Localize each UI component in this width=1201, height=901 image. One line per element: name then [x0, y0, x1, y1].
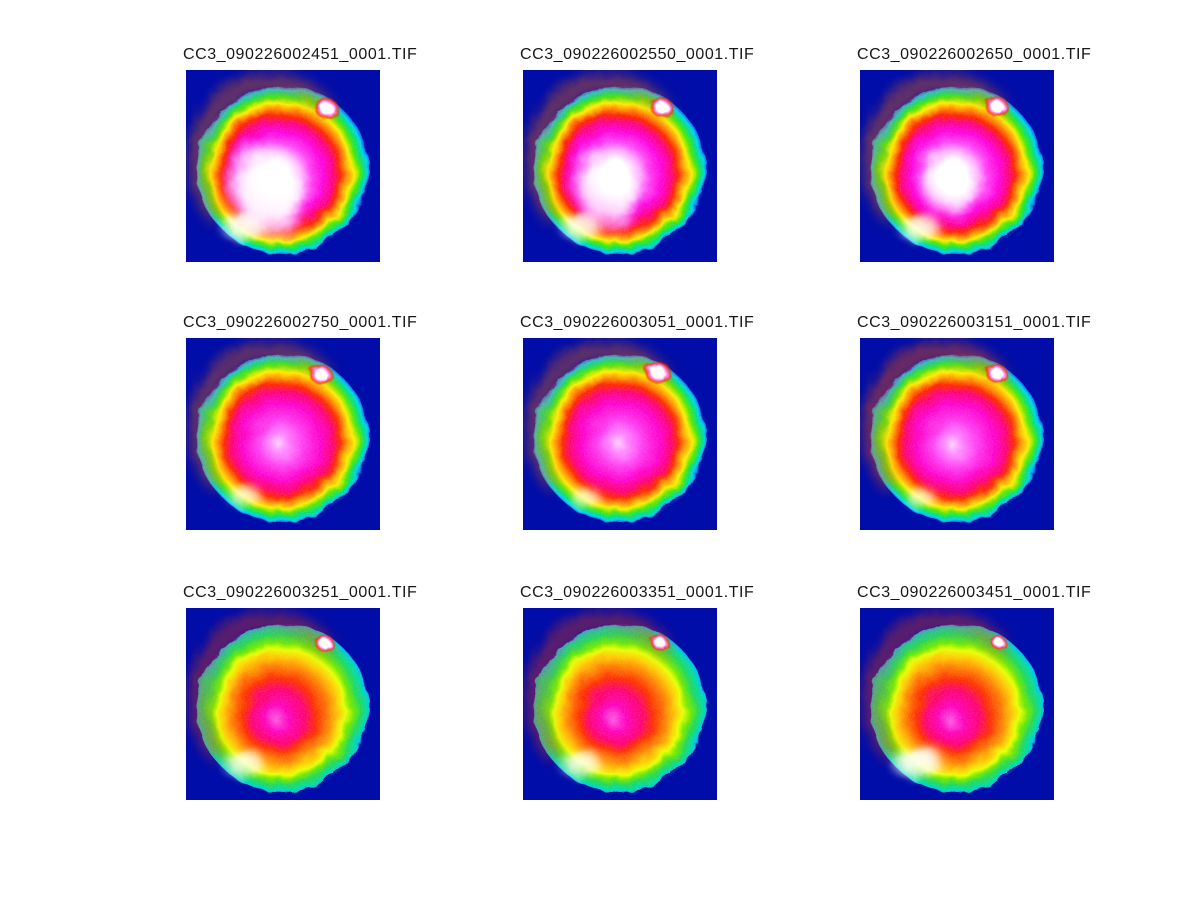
beam-image — [186, 338, 380, 530]
subplot-title: CC3_090226003351_0001.TIF — [520, 584, 755, 601]
subplot-cell: CC3_090226002750_0001.TIF — [183, 314, 417, 530]
subplot-cell: CC3_090226002650_0001.TIF — [857, 46, 1091, 262]
subplot-cell: CC3_090226003251_0001.TIF — [183, 584, 417, 800]
subplot-cell: CC3_090226002451_0001.TIF — [183, 46, 417, 262]
beam-image — [860, 608, 1054, 800]
beam-image — [860, 338, 1054, 530]
sensor-noise-overlay — [534, 624, 706, 792]
sensor-noise-overlay — [871, 624, 1043, 792]
sensor-noise-overlay — [871, 86, 1043, 254]
subplot-title: CC3_090226003251_0001.TIF — [183, 584, 418, 601]
sensor-noise-overlay — [871, 354, 1043, 522]
subplot-cell: CC3_090226003051_0001.TIF — [520, 314, 754, 530]
subplot-cell: CC3_090226003151_0001.TIF — [857, 314, 1091, 530]
sensor-noise-overlay — [534, 354, 706, 522]
beam-image — [523, 70, 717, 262]
beam-image — [860, 70, 1054, 262]
subplot-title: CC3_090226002451_0001.TIF — [183, 46, 418, 63]
subplot-cell: CC3_090226002550_0001.TIF — [520, 46, 754, 262]
beam-image — [523, 608, 717, 800]
sensor-noise-overlay — [197, 354, 369, 522]
subplot-title: CC3_090226002550_0001.TIF — [520, 46, 755, 63]
beam-image — [523, 338, 717, 530]
sensor-noise-overlay — [197, 86, 369, 254]
subplot-title: CC3_090226002750_0001.TIF — [183, 314, 418, 331]
beam-image — [186, 70, 380, 262]
subplot-title: CC3_090226003151_0001.TIF — [857, 314, 1092, 331]
beam-image — [186, 608, 380, 800]
subplot-title: CC3_090226003051_0001.TIF — [520, 314, 755, 331]
subplot-cell: CC3_090226003451_0001.TIF — [857, 584, 1091, 800]
subplot-cell: CC3_090226003351_0001.TIF — [520, 584, 754, 800]
sensor-noise-overlay — [534, 86, 706, 254]
subplot-title: CC3_090226003451_0001.TIF — [857, 584, 1092, 601]
subplot-title: CC3_090226002650_0001.TIF — [857, 46, 1092, 63]
sensor-noise-overlay — [197, 624, 369, 792]
